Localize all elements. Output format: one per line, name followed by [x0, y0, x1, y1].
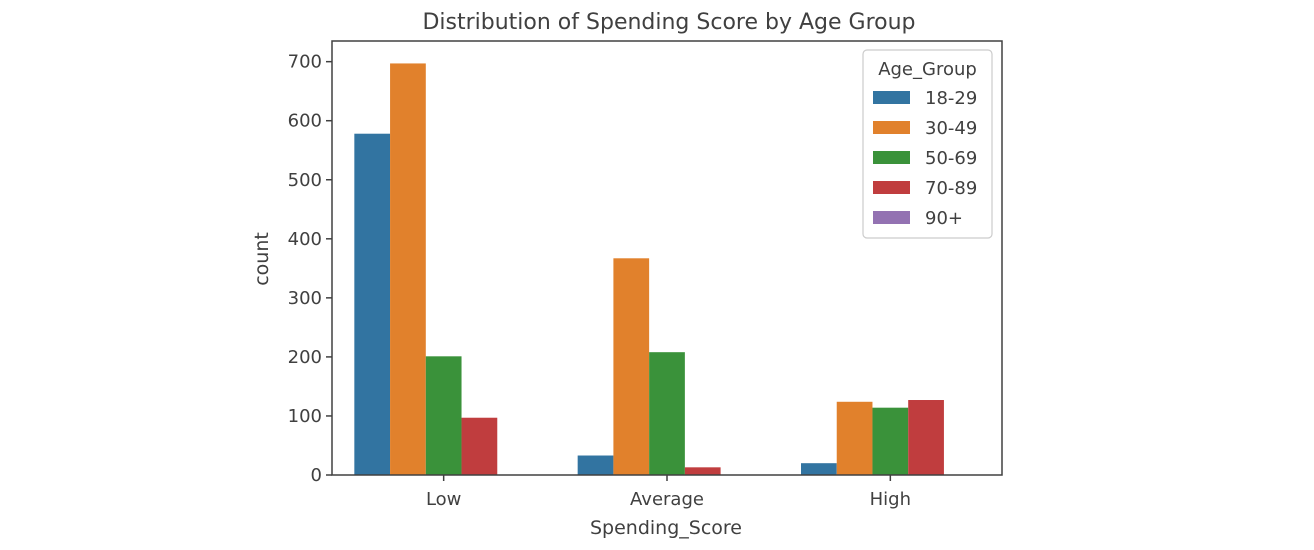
bar-18-29-Average — [577, 455, 614, 475]
legend-label-70-89: 70-89 — [925, 178, 977, 199]
y-tick-label: 600 — [288, 111, 322, 132]
x-axis: Low Average High — [426, 475, 911, 510]
y-tick-label: 300 — [288, 288, 322, 309]
y-tick-label: 100 — [288, 406, 322, 427]
legend-label-50-69: 50-69 — [925, 148, 977, 169]
bar-18-29-High — [801, 463, 837, 475]
x-tick-label: Average — [630, 489, 704, 510]
y-tick-label: 400 — [288, 229, 322, 250]
legend-swatch-90+ — [873, 211, 910, 224]
bar-30-49-High — [836, 401, 873, 475]
legend-swatch-30-49 — [873, 121, 910, 134]
y-tick-label: 700 — [288, 52, 322, 73]
bar-70-89-Low — [461, 417, 498, 475]
bar-30-49-Low — [390, 63, 426, 475]
x-tick-label: Low — [426, 489, 461, 510]
legend-swatch-18-29 — [873, 91, 910, 104]
bar-70-89-High — [908, 400, 944, 475]
y-tick-label: 0 — [311, 465, 322, 486]
legend-swatch-70-89 — [873, 181, 910, 194]
y-axis: 0 100 200 300 400 500 600 700 — [288, 52, 332, 486]
legend: Age_Group 18-29 30-49 50-69 70-89 90+ — [862, 49, 993, 239]
bar-70-89-Average — [684, 467, 721, 475]
bar-50-69-Average — [649, 352, 685, 475]
bar-18-29-Low — [354, 133, 391, 475]
legend-swatch-50-69 — [873, 151, 910, 164]
x-tick-label: High — [870, 489, 911, 510]
bars-group — [354, 63, 944, 475]
bar-50-69-High — [872, 407, 909, 475]
bar-50-69-Low — [425, 356, 462, 475]
legend-label-30-49: 30-49 — [925, 118, 977, 139]
y-axis-label: count — [251, 232, 273, 286]
legend-label-90+: 90+ — [925, 208, 963, 229]
y-tick-label: 500 — [288, 170, 322, 191]
x-axis-label: Spending_Score — [590, 517, 742, 539]
legend-title: Age_Group — [878, 59, 977, 80]
chart-title: Distribution of Spending Score by Age Gr… — [422, 10, 915, 35]
legend-label-18-29: 18-29 — [925, 88, 977, 109]
y-tick-label: 200 — [288, 347, 322, 368]
bar-30-49-Average — [613, 258, 650, 475]
